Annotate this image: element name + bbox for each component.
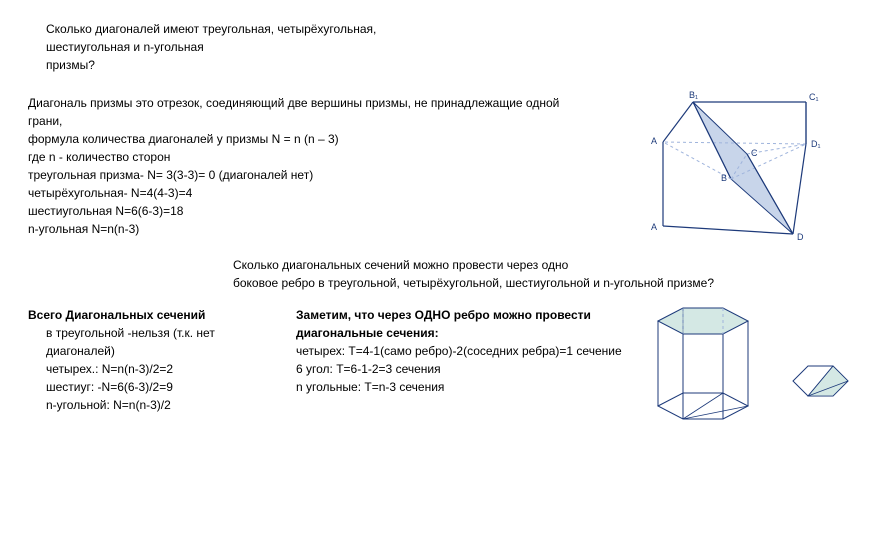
a1-line6: шестиугольная N=6(6-3)=18 bbox=[28, 202, 588, 220]
q2-line1: Сколько диагональных сечений можно прове… bbox=[233, 256, 833, 274]
label-C: C bbox=[751, 148, 758, 158]
label-D1: D₁ bbox=[811, 139, 821, 149]
hex-prism-diagram bbox=[628, 296, 868, 446]
q2-line2: боковое ребро в треугольной, четырёхугол… bbox=[233, 274, 833, 292]
left-l1: в треугольной -нельзя (т.к. нет диагонал… bbox=[46, 324, 258, 360]
label-A: A bbox=[651, 136, 657, 146]
a1-line1: Диагональ призмы это отрезок, соединяющи… bbox=[28, 94, 588, 130]
question-1: Сколько диагоналей имеют треугольная, че… bbox=[46, 20, 863, 74]
answer-1-text: Диагональ призмы это отрезок, соединяющи… bbox=[28, 94, 588, 238]
left-header: Всего Диагональных сечений bbox=[28, 306, 258, 324]
label-A2: A bbox=[651, 222, 657, 232]
q1-line3: призмы? bbox=[46, 56, 863, 74]
label-D: D bbox=[797, 232, 804, 242]
right-header: Заметим, что через ОДНО ребро можно пров… bbox=[296, 306, 656, 342]
hex-topview-fill bbox=[808, 366, 848, 396]
left-l3: шестиуг: -N=6(6-3)/2=9 bbox=[46, 378, 258, 396]
q1-line1: Сколько диагоналей имеют треугольная, че… bbox=[46, 20, 863, 38]
left-l4: n-угольной: N=n(n-3)/2 bbox=[46, 396, 258, 414]
right-l3: n угольные: T=n-3 сечения bbox=[296, 378, 656, 396]
q1-line2: шестиугольная и n-угольная bbox=[46, 38, 863, 56]
answer-1: Диагональ призмы это отрезок, соединяющи… bbox=[28, 94, 863, 238]
right-l1: четырех: T=4-1(само ребро)-2(соседних ре… bbox=[296, 342, 656, 360]
label-C1: C₁ bbox=[809, 92, 819, 102]
a1-line7: n-угольная N=n(n-3) bbox=[28, 220, 588, 238]
a1-line4: треугольная призма- N= 3(3-3)= 0 (диагон… bbox=[28, 166, 588, 184]
a1-line5: четырёхугольная- N=4(4-3)=4 bbox=[28, 184, 588, 202]
total-sections: Всего Диагональных сечений в треугольной… bbox=[28, 306, 258, 414]
right-l2: 6 угол: T=6-1-2=3 сечения bbox=[296, 360, 656, 378]
label-B: B bbox=[721, 173, 727, 183]
a1-line2: формула количества диагоналей у призмы N… bbox=[28, 130, 588, 148]
label-B1: B₁ bbox=[689, 90, 698, 100]
bottom-row: Всего Диагональных сечений в треугольной… bbox=[28, 306, 863, 414]
left-l2: четырех.: N=n(n-3)/2=2 bbox=[46, 360, 258, 378]
a1-line3: где n - количество сторон bbox=[28, 148, 588, 166]
question-2: Сколько диагональных сечений можно прове… bbox=[233, 256, 833, 292]
hex-top bbox=[658, 308, 748, 334]
cube-diagram: B₁ C₁ A D₁ B C A D bbox=[643, 84, 843, 254]
one-edge-sections: Заметим, что через ОДНО ребро можно пров… bbox=[296, 306, 656, 414]
diagonal-section-face bbox=[693, 102, 793, 234]
